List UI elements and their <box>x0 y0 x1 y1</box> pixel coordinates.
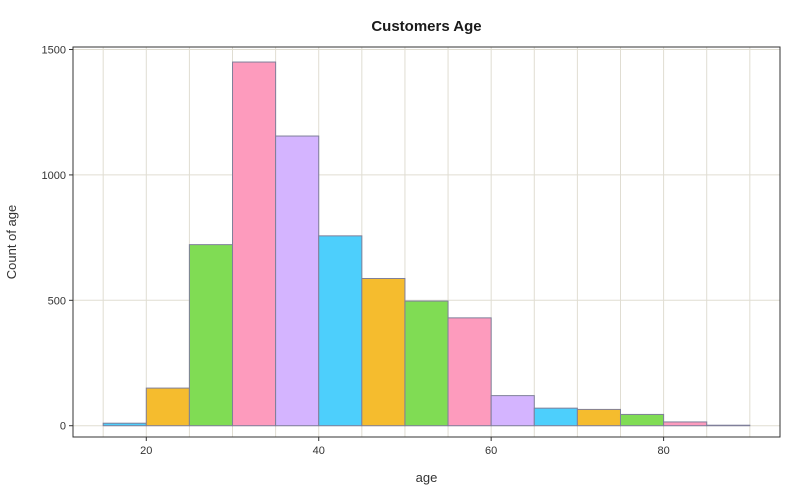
histogram-bar <box>404 300 449 427</box>
histogram-bar <box>663 421 708 427</box>
y-axis: 0 500 1000 1500 <box>42 45 73 433</box>
histogram-bar <box>706 424 751 427</box>
bars <box>102 61 751 427</box>
histogram-bar <box>318 235 363 427</box>
x-tick-label: 40 <box>313 445 325 457</box>
histogram-bar <box>102 422 147 427</box>
x-tick-label: 60 <box>485 445 497 457</box>
plot-frame <box>72 46 781 438</box>
histogram-bar <box>275 135 320 427</box>
histogram-bar <box>576 408 621 427</box>
histogram-bar <box>533 407 578 427</box>
x-tick-label: 20 <box>140 445 152 457</box>
x-tick-label: 80 <box>657 445 669 457</box>
histogram-bar <box>232 61 277 427</box>
histogram-bar <box>361 277 406 427</box>
y-tick-label: 0 <box>60 421 66 433</box>
y-tick-label: 1000 <box>42 170 66 182</box>
histogram-bar <box>619 413 665 427</box>
y-tick-label: 1500 <box>42 45 66 57</box>
histogram-bar <box>188 244 234 427</box>
y-axis-label: Count of age <box>4 205 19 279</box>
x-axis: 20 40 60 80 <box>140 437 670 457</box>
histogram-bar <box>447 317 492 427</box>
y-tick-label: 500 <box>48 295 66 307</box>
histogram-bar <box>145 387 190 427</box>
histogram-bar <box>490 395 535 427</box>
chart-title: Customers Age <box>371 18 481 35</box>
x-axis-label: age <box>416 470 438 485</box>
